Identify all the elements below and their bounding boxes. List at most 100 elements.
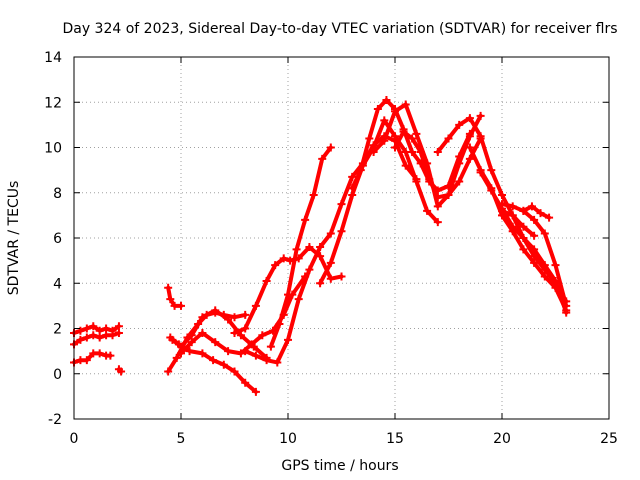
series-arc-h: [168, 306, 271, 362]
series-arc-v: [498, 206, 539, 240]
data-point: [562, 301, 571, 310]
data-point: [348, 172, 357, 181]
x-tick-label: 15: [386, 431, 404, 447]
y-axis-label: SDTVAR / TECUs: [6, 181, 22, 296]
data-point: [262, 276, 271, 285]
data-point: [408, 148, 417, 157]
data-point: [365, 134, 374, 143]
series-line: [478, 170, 569, 315]
axis-ticks: 0 5 10 15 20 25 -2 0 2 4 6 8 10 12 14: [44, 50, 618, 447]
data-point: [476, 111, 485, 120]
data-point: [348, 184, 357, 193]
data-point: [519, 234, 528, 242]
data-point: [433, 202, 442, 211]
data-point: [465, 143, 474, 152]
data-point: [106, 351, 115, 360]
data-point: [540, 272, 549, 281]
series-arc-e: [164, 283, 185, 310]
data-point: [82, 333, 91, 342]
data-point: [114, 322, 123, 331]
y-tick-label: 14: [44, 50, 62, 66]
series-arc-m: [316, 116, 442, 288]
data-point: [476, 132, 485, 141]
data-point: [198, 329, 207, 338]
data-point: [423, 206, 432, 215]
data-point: [219, 360, 228, 369]
data-point: [251, 301, 260, 310]
data-point: [455, 177, 464, 186]
y-tick-label: 6: [53, 231, 62, 247]
data-point: [209, 356, 218, 365]
data-point: [187, 338, 196, 347]
data-point: [187, 331, 196, 340]
data-point: [251, 351, 260, 360]
x-axis-label: GPS time / hours: [281, 458, 398, 474]
data-point: [224, 347, 233, 356]
data-point: [519, 222, 528, 231]
data-point: [262, 356, 271, 365]
data-point: [412, 177, 421, 186]
data-point: [251, 387, 260, 396]
y-tick-label: 8: [53, 186, 62, 202]
x-tick-label: 25: [600, 431, 618, 447]
data-point: [498, 191, 506, 200]
data-point: [236, 349, 245, 358]
data-point: [551, 261, 560, 270]
data-point: [305, 265, 314, 274]
data-point: [348, 191, 357, 200]
data-point: [391, 143, 399, 152]
series-line: [393, 129, 483, 200]
series-arc-d: [114, 365, 126, 376]
data-point: [76, 326, 85, 335]
data-point: [318, 154, 327, 163]
data-point: [301, 215, 310, 224]
data-point: [258, 331, 267, 340]
series-arc-c: [70, 349, 115, 367]
x-tick-label: 20: [493, 431, 511, 447]
data-point: [316, 279, 325, 288]
data-point: [108, 331, 117, 340]
data-point: [166, 295, 175, 304]
data-point: [211, 338, 220, 347]
data-point: [177, 301, 185, 310]
data-point: [82, 324, 91, 333]
data-point: [284, 335, 292, 344]
data-point: [198, 313, 207, 322]
data-point: [337, 227, 346, 236]
data-point: [408, 134, 417, 143]
series-line: [521, 204, 552, 220]
data-point: [455, 120, 464, 129]
data-point: [562, 308, 571, 317]
data-point: [164, 283, 173, 292]
x-tick-label: 0: [70, 431, 79, 447]
x-tick-label: 10: [279, 431, 297, 447]
series-line: [500, 208, 537, 238]
data-point: [292, 245, 301, 254]
data-series: [70, 95, 571, 396]
y-tick-label: 10: [44, 141, 62, 157]
data-point: [508, 222, 517, 231]
data-point: [236, 331, 245, 340]
x-tick-label: 5: [177, 431, 186, 447]
data-point: [373, 105, 382, 114]
data-point: [309, 191, 318, 200]
data-point: [241, 378, 250, 387]
data-point: [337, 272, 346, 281]
series-line: [318, 118, 440, 286]
data-point: [230, 329, 239, 338]
y-tick-label: 12: [44, 95, 62, 111]
data-point: [540, 261, 549, 270]
data-point: [536, 209, 545, 218]
series-arc-l: [266, 143, 335, 351]
data-point: [279, 254, 288, 263]
data-point: [433, 218, 442, 227]
data-point: [465, 154, 474, 163]
series-arc-u: [519, 202, 554, 222]
data-point: [95, 326, 104, 335]
data-point: [455, 159, 464, 168]
data-point: [102, 324, 111, 333]
data-point: [498, 200, 506, 209]
data-point: [433, 148, 442, 157]
data-point: [401, 100, 410, 109]
data-point: [530, 245, 539, 254]
